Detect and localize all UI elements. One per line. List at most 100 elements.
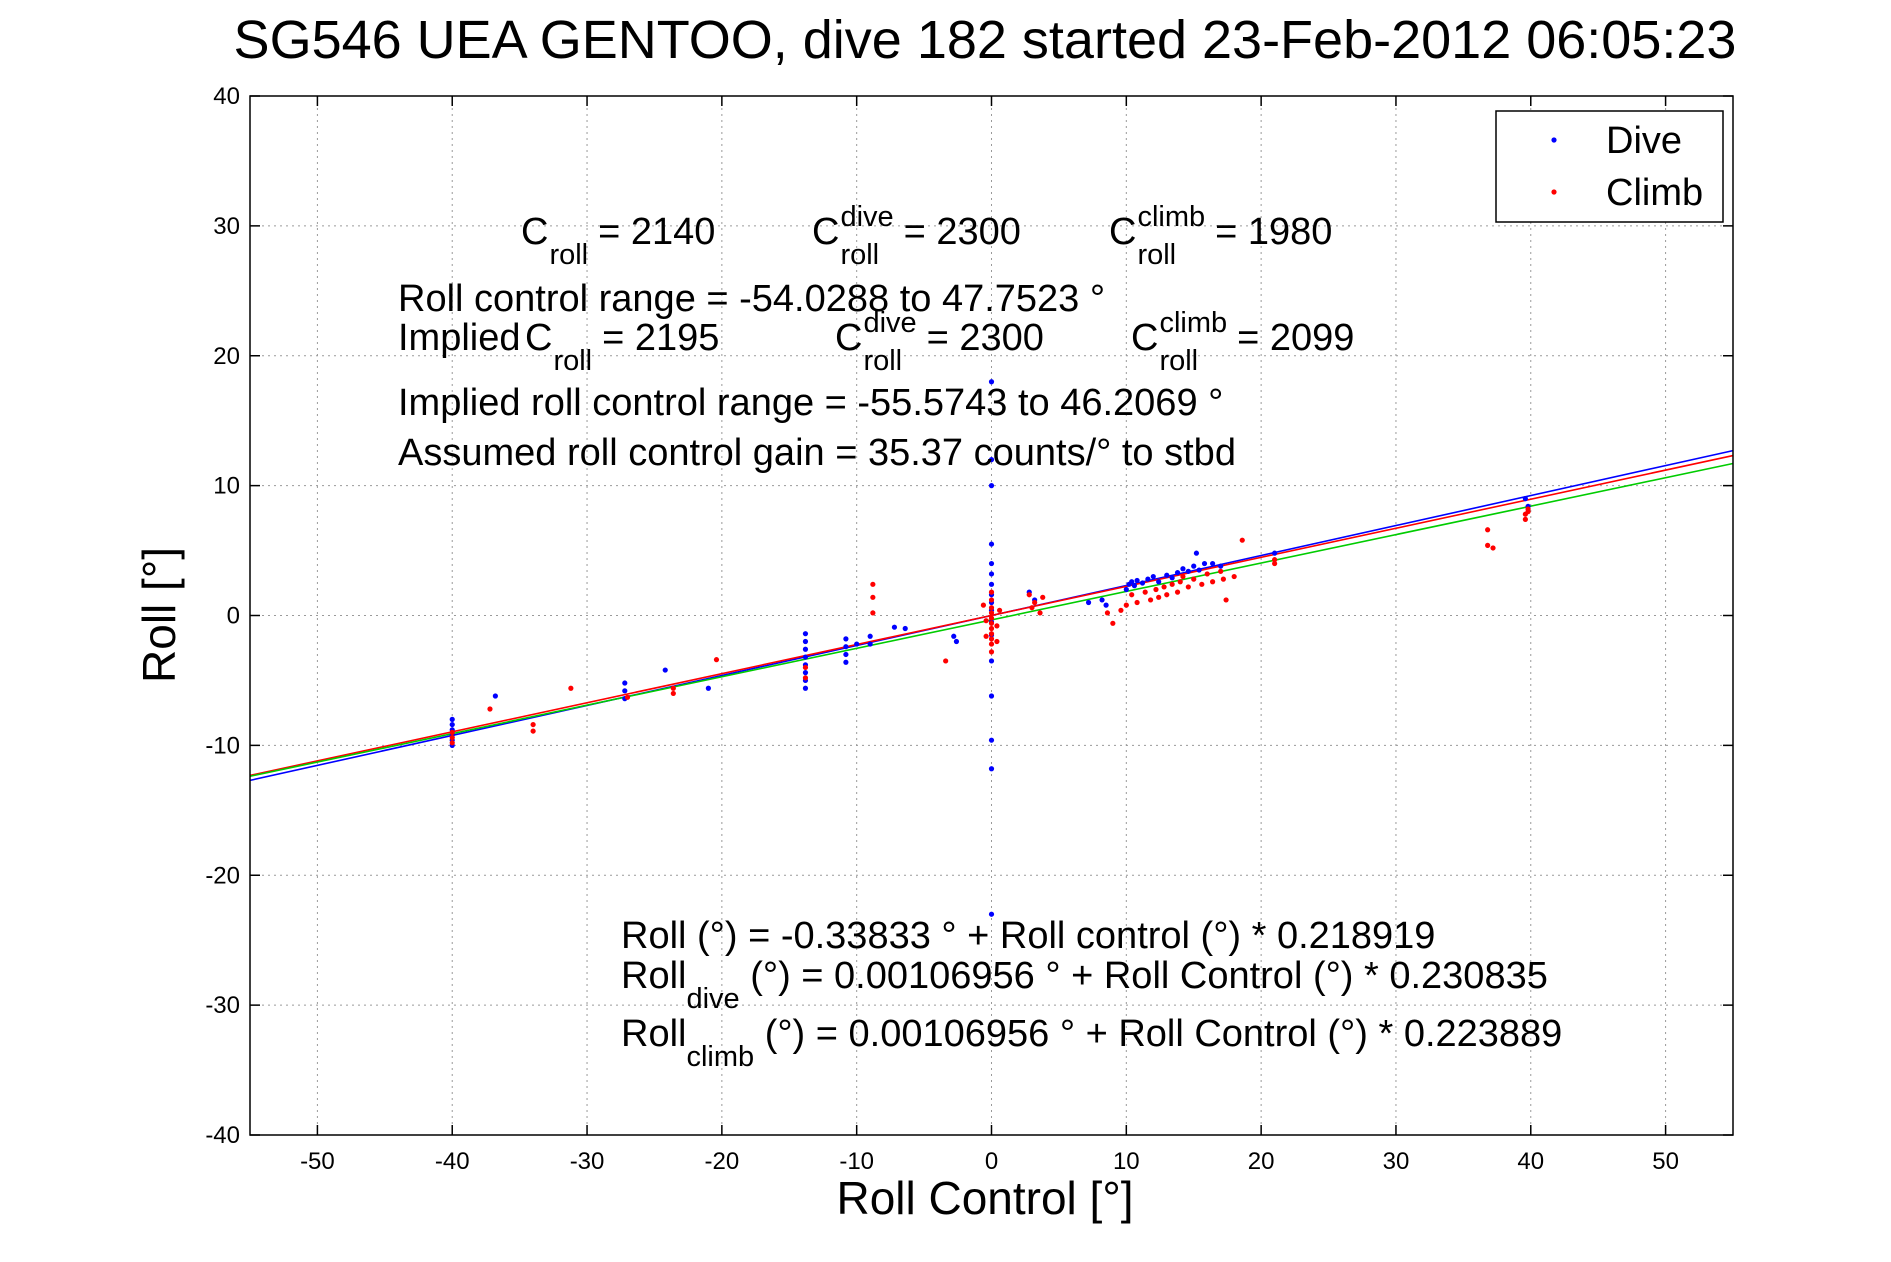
dive-point: [1129, 579, 1135, 585]
dive-point: [988, 571, 995, 577]
implied-range-text: Implied roll control range = -55.5743 to…: [398, 382, 1223, 424]
dive-point: [988, 541, 995, 547]
climb-point: [994, 623, 1000, 629]
climb-point: [988, 605, 995, 611]
climb-point: [1147, 597, 1154, 603]
climb-point: [530, 728, 536, 734]
x-tick-label: 20: [1248, 1148, 1275, 1175]
climb-point: [1485, 542, 1491, 548]
fit-climb-text: Rollclimb (°) = 0.00106956 ° + Roll Cont…: [621, 1013, 1562, 1073]
dive-point: [802, 685, 809, 691]
roll-control-range-text: Roll control range = -54.0288 to 47.7523…: [398, 278, 1105, 320]
dive-point: [1150, 573, 1156, 580]
fit-roll-text: Roll (°) = -0.33833 ° + Roll control (°)…: [621, 915, 1435, 957]
c-roll-sub: roll: [549, 239, 588, 271]
dive-point: [843, 644, 849, 650]
dive-point: [1180, 566, 1186, 572]
x-axis-label: Roll Control [°]: [836, 1172, 1133, 1224]
data-points: [449, 379, 1531, 917]
x-tick-label: -20: [705, 1148, 740, 1175]
dive-point: [662, 667, 668, 673]
climb-point: [1118, 607, 1124, 613]
climb-point: [1177, 579, 1183, 585]
climb-point: [996, 607, 1003, 613]
climb-point: [487, 706, 493, 712]
climb-point: [1032, 599, 1038, 606]
c-roll-value: = 2195: [602, 317, 719, 359]
climb-point: [1218, 568, 1224, 574]
dive-point: [1272, 550, 1278, 556]
dive-point: [902, 625, 908, 632]
climb-point: [988, 641, 995, 647]
climb-point: [988, 610, 995, 616]
climb-point: [1239, 537, 1245, 543]
gain-text: Assumed roll control gain = 35.37 counts…: [398, 432, 1236, 474]
climb-point: [802, 664, 809, 671]
climb-point: [988, 597, 995, 603]
legend-label: Climb: [1606, 172, 1703, 214]
climb-point: [1210, 579, 1216, 585]
climb-point: [988, 636, 995, 642]
x-tick-label: 0: [985, 1148, 998, 1175]
dive-point: [988, 911, 995, 917]
legend-label: Dive: [1606, 120, 1682, 162]
climb-point: [449, 740, 455, 746]
climb-point: [988, 649, 995, 655]
climb-point: [713, 657, 720, 663]
dive-point: [891, 624, 898, 630]
c-roll-sub: roll: [840, 239, 879, 271]
c-roll-value: = 1980: [1215, 211, 1332, 253]
dive-point: [843, 659, 849, 665]
dive-point: [1123, 586, 1129, 593]
dive-point: [1139, 580, 1146, 586]
x-tick-label: -50: [300, 1148, 335, 1175]
climb-point: [1490, 545, 1496, 551]
climb-point: [1185, 584, 1191, 590]
c-roll-sup: dive: [863, 307, 916, 339]
c-roll-sup: dive: [840, 201, 893, 233]
climb-point: [670, 690, 676, 697]
c-roll-sub: roll: [553, 345, 592, 377]
climb-point: [1191, 576, 1197, 582]
climb-point: [1485, 527, 1491, 533]
fit-dive-sub: dive: [686, 983, 739, 1015]
legend: Dive Climb: [1495, 110, 1724, 223]
legend-box: [1495, 110, 1724, 223]
climb-point: [1169, 581, 1175, 587]
c-roll-base: C: [525, 317, 552, 359]
dive-point: [1218, 563, 1224, 569]
climb-point: [983, 633, 989, 639]
climb-point: [988, 615, 995, 621]
climb-point: [1272, 557, 1278, 563]
climb-point: [1037, 610, 1043, 616]
dive-point: [988, 737, 995, 743]
x-tick-label: 50: [1652, 1148, 1679, 1175]
dive-point: [988, 560, 995, 567]
c-roll-value: = 2300: [927, 317, 1044, 359]
climb-point: [624, 694, 631, 700]
climb-point: [449, 734, 455, 741]
climb-point: [568, 685, 574, 691]
y-tick-label: 20: [213, 343, 240, 370]
chart-title: SG546 UEA GENTOO, dive 182 started 23-Fe…: [234, 10, 1737, 70]
dive-point: [449, 721, 455, 728]
climb-point: [988, 625, 995, 632]
x-tick-label: 10: [1113, 1148, 1140, 1175]
y-axis-label: Roll [°]: [133, 547, 185, 683]
dive-point: [1522, 496, 1528, 502]
dive-point: [1174, 570, 1181, 576]
climb-point: [1029, 605, 1035, 611]
climb-point: [1231, 573, 1237, 580]
dive-point: [622, 680, 628, 686]
dive-point: [1134, 577, 1140, 584]
climb-point: [1220, 576, 1226, 582]
c-roll-base: C: [1131, 317, 1158, 359]
climb-point: [943, 658, 949, 664]
dive-point: [988, 581, 995, 587]
climb-point: [802, 675, 809, 681]
dive-point: [1185, 568, 1191, 574]
climb-point: [1134, 599, 1140, 606]
fit-climb-base: Roll: [621, 1013, 686, 1055]
